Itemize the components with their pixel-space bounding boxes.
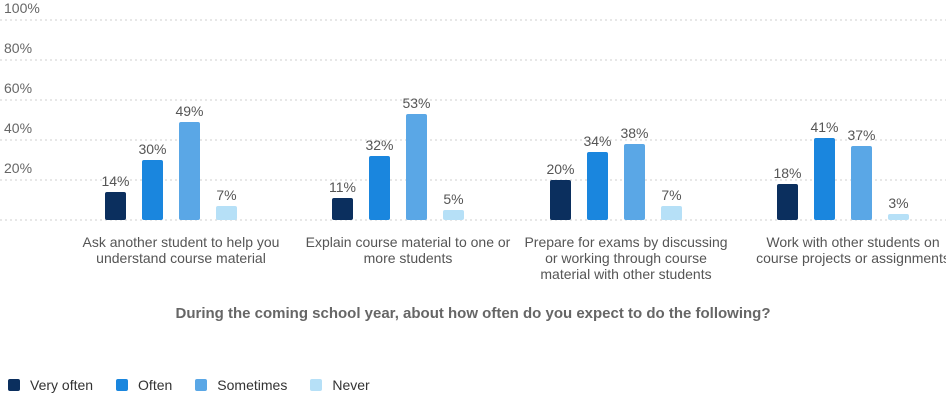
data-label: 14% (101, 173, 129, 189)
category-label: Ask another student to help you understan… (63, 234, 299, 266)
y-tick-label: 100% (4, 0, 40, 16)
bars (105, 114, 909, 220)
bar-never (443, 210, 464, 220)
data-label: 32% (365, 137, 393, 153)
bar-never (661, 206, 682, 220)
bar-never (216, 206, 237, 220)
category-label-line: understand course material (96, 250, 266, 266)
y-tick-label: 60% (4, 80, 32, 96)
data-label: 3% (888, 195, 908, 211)
legend-label: Never (332, 377, 370, 393)
legend: Very often Often Sometimes Never (8, 377, 393, 393)
category-label-line: Explain course material to one or (305, 234, 511, 250)
data-label: 37% (847, 127, 875, 143)
data-label: 18% (773, 165, 801, 181)
category-label-line: material with other students (540, 266, 712, 282)
legend-swatch (8, 379, 20, 391)
data-label: 20% (546, 161, 574, 177)
gridlines (0, 19, 946, 221)
bar-never (888, 214, 909, 220)
data-label: 34% (583, 133, 611, 149)
data-label: 38% (620, 125, 648, 141)
category-label-line: Prepare for exams by discussing (524, 234, 728, 250)
bar-sometimes (179, 122, 200, 220)
data-label: 7% (216, 187, 236, 203)
bar-often (587, 152, 608, 220)
data-label: 7% (661, 187, 681, 203)
legend-item[interactable]: Sometimes (195, 377, 287, 393)
data-labels: 14% 11% 20% 18% 30% 32% 34% 41% 49% 53% 38% 37% 7% 5%… (101, 95, 908, 211)
bar-often (369, 156, 390, 220)
category-label: Work with other students on course projec… (735, 234, 946, 266)
bar-chart: 20% 40% 60% 80% 100% 14% 11% 20% 18% 30% 32% 34% 41… (0, 0, 946, 221)
bar-often (142, 160, 163, 220)
legend-item[interactable]: Very often (8, 377, 93, 393)
bar-often (814, 138, 835, 220)
category-label-line: course projects or assignments (756, 250, 946, 266)
data-label: 41% (810, 119, 838, 135)
category-label-line: or working through course (545, 250, 707, 266)
bar-very-often (777, 184, 798, 220)
data-label: 5% (443, 191, 463, 207)
bar-very-often (332, 198, 353, 220)
legend-swatch (310, 379, 323, 391)
category-label: Explain course material to one or more st… (290, 234, 526, 266)
bar-sometimes (851, 146, 872, 220)
legend-label: Often (138, 377, 173, 393)
category-label-line: more students (363, 250, 453, 266)
bar-very-often (550, 180, 571, 220)
legend-label: Very often (30, 377, 94, 393)
data-label: 30% (138, 141, 166, 157)
legend-swatch (116, 379, 129, 391)
y-axis-ticks: 20% 40% 60% 80% 100% (4, 0, 40, 176)
data-label: 49% (175, 103, 203, 119)
legend-swatch (195, 379, 208, 391)
category-label-line: Work with other students on (766, 234, 940, 250)
bar-very-often (105, 192, 126, 220)
data-label: 53% (402, 95, 430, 111)
bar-sometimes (624, 144, 645, 220)
legend-item[interactable]: Often (116, 377, 172, 393)
chart-title: During the coming school year, about how… (175, 305, 771, 322)
legend-label: Sometimes (217, 377, 288, 393)
y-tick-label: 40% (4, 120, 32, 136)
data-label: 11% (329, 179, 356, 195)
y-tick-label: 20% (4, 160, 32, 176)
category-label: Prepare for exams by discussing or workin… (508, 234, 744, 282)
category-label-line: Ask another student to help you (82, 234, 280, 250)
bar-sometimes (406, 114, 427, 220)
legend-item[interactable]: Never (310, 377, 370, 393)
y-tick-label: 80% (4, 40, 32, 56)
